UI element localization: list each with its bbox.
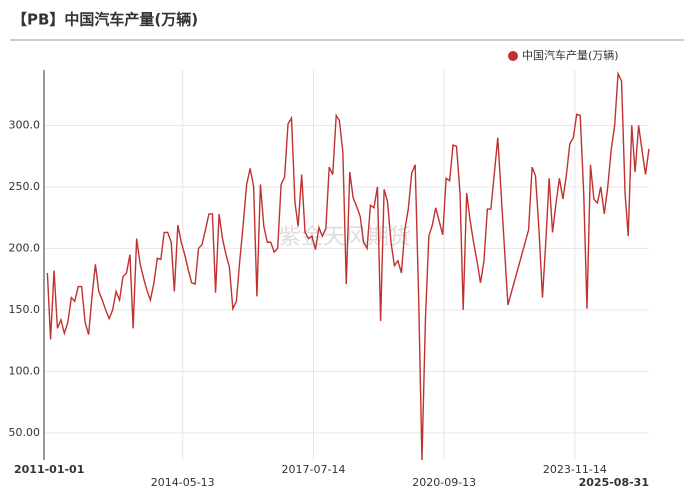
x-tick-label: 2023-11-14: [543, 463, 607, 476]
x-tick-label: 2014-05-13: [151, 476, 215, 489]
chart-title: 【PB】中国汽车产量(万辆): [12, 11, 198, 29]
x-tick-label: 2020-09-13: [412, 476, 476, 489]
y-tick-label: 250.0: [9, 180, 41, 193]
legend-label: 中国汽车产量(万辆): [522, 48, 619, 62]
y-tick-label: 50.00: [9, 426, 41, 439]
legend-marker: [508, 51, 518, 61]
x-tick-label: 2025-08-31: [579, 476, 649, 489]
y-tick-label: 150.0: [9, 303, 41, 316]
x-tick-label: 2017-07-14: [282, 463, 346, 476]
y-tick-label: 200.0: [9, 241, 41, 254]
x-tick-label: 2011-01-01: [14, 463, 84, 476]
line: [46, 70, 650, 461]
y-tick-label: 100.0: [9, 364, 41, 377]
y-tick-label: 300.0: [9, 118, 41, 131]
